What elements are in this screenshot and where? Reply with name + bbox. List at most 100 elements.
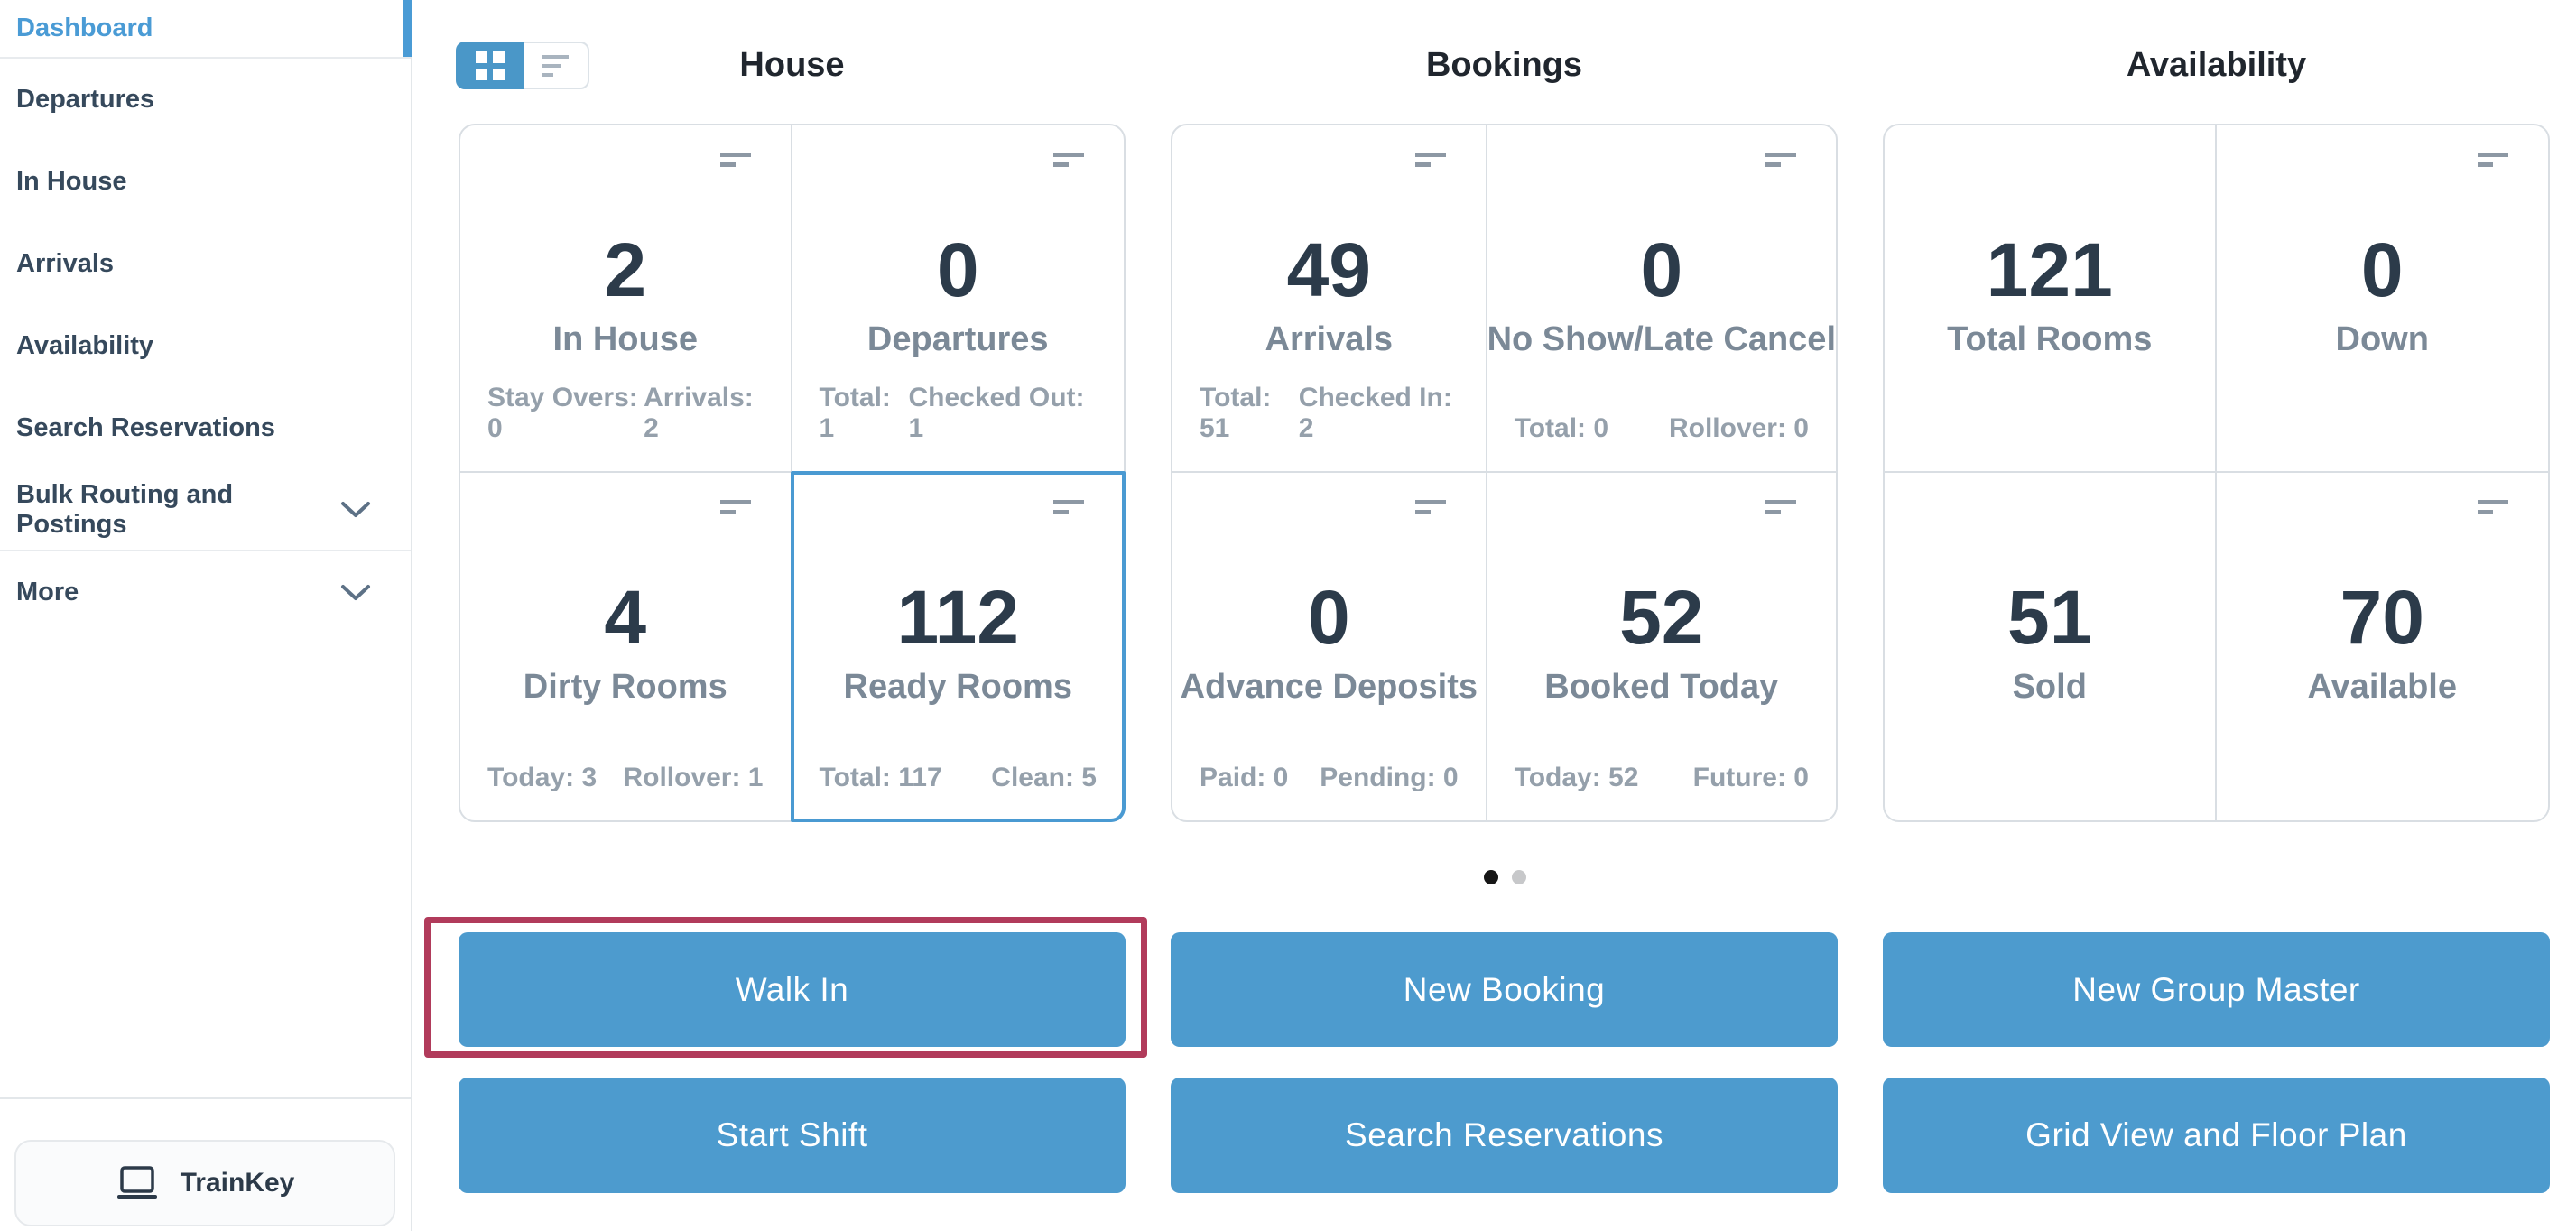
stat-value: 4 bbox=[604, 575, 647, 660]
stat-label: Arrivals bbox=[1265, 320, 1394, 358]
stat-card-footer: Total: 51 Checked In: 2 bbox=[1172, 383, 1486, 471]
footer-stat-left: Today: 52 bbox=[1514, 763, 1639, 792]
carousel-dots bbox=[459, 822, 2551, 932]
card-menu-icon[interactable] bbox=[1414, 153, 1446, 167]
sidebar-item-label: Search Reservations bbox=[16, 413, 275, 442]
sidebar-item-availability[interactable]: Availability bbox=[0, 305, 411, 387]
stat-card-booked-today[interactable]: 52 Booked Today Today: 52 Future: 0 bbox=[1487, 473, 1836, 820]
footer-stat-right: Checked Out: 1 bbox=[908, 383, 1085, 443]
sidebar-item-label: In House bbox=[16, 167, 127, 196]
start-shift-button-wrap: Start Shift bbox=[459, 1078, 1126, 1193]
chevron-down-icon bbox=[340, 500, 371, 520]
stat-card-no-show-late-cancel[interactable]: 0 No Show/Late Cancel Total: 0 Rollover: 0 bbox=[1487, 125, 1836, 473]
card-groups-row: 2 In House Stay Overs: 0 Arrivals: 2 0 Depart… bbox=[459, 124, 2551, 822]
stat-label: Down bbox=[2335, 320, 2429, 358]
card-menu-icon[interactable] bbox=[1053, 153, 1084, 167]
stat-label: Available bbox=[2307, 668, 2457, 706]
stat-card-in-house[interactable]: 2 In House Stay Overs: 0 Arrivals: 2 bbox=[460, 125, 792, 473]
card-menu-icon[interactable] bbox=[1765, 500, 1796, 514]
footer-stat-left: Total: 51 bbox=[1200, 383, 1272, 443]
footer-stat-right: Pending: 0 bbox=[1320, 763, 1459, 792]
sidebar-item-label: Arrivals bbox=[16, 249, 115, 278]
stat-card-footer: Total: 117 Clean: 5 bbox=[792, 763, 1125, 820]
stat-card-available[interactable]: 70 Available bbox=[2217, 473, 2549, 820]
footer-stat-left: Total: 0 bbox=[1514, 413, 1609, 443]
walk-in-button[interactable]: Walk In bbox=[459, 932, 1126, 1047]
stat-card-total-rooms[interactable]: 121 Total Rooms bbox=[1885, 125, 2217, 473]
carousel-dot-2[interactable] bbox=[1511, 870, 1526, 884]
stat-card-ready-rooms[interactable]: 112 Ready Rooms Total: 117 Clean: 5 bbox=[790, 471, 1126, 822]
stat-value: 0 bbox=[1307, 575, 1350, 660]
start-shift-button[interactable]: Start Shift bbox=[459, 1078, 1126, 1193]
sidebar: Dashboard Departures In House Arrivals Avail… bbox=[0, 0, 412, 1231]
chevron-down-icon bbox=[340, 583, 371, 603]
carousel-dot-1[interactable] bbox=[1483, 870, 1498, 884]
sidebar-item-bulk-routing-and-postings[interactable]: Bulk Routing and Postings bbox=[0, 469, 411, 551]
sidebar-item-label: Availability bbox=[16, 331, 154, 360]
footer-stat-right: Future: 0 bbox=[1692, 763, 1809, 792]
sidebar-item-label: Dashboard bbox=[16, 14, 153, 42]
new-booking-button-wrap: New Booking bbox=[1171, 932, 1838, 1047]
sidebar-item-search-reservations[interactable]: Search Reservations bbox=[0, 387, 411, 469]
stat-card-advance-deposits[interactable]: 0 Advance Deposits Paid: 0 Pending: 0 bbox=[1172, 473, 1487, 820]
stat-card-footer: Paid: 0 Pending: 0 bbox=[1172, 763, 1486, 820]
stat-card-sold[interactable]: 51 Sold bbox=[1885, 473, 2217, 820]
grid-view-and-floor-plan-button-wrap: Grid View and Floor Plan bbox=[1883, 1078, 2550, 1193]
sidebar-nav: Dashboard Departures In House Arrivals Avail… bbox=[0, 0, 412, 634]
new-group-master-button[interactable]: New Group Master bbox=[1883, 932, 2550, 1047]
stat-card-footer: Total: 0 Rollover: 0 bbox=[1487, 413, 1836, 471]
sidebar-item-more[interactable]: More bbox=[0, 551, 411, 634]
search-reservations-button-wrap: Search Reservations bbox=[1171, 1078, 1838, 1193]
sidebar-item-label: Bulk Routing and Postings bbox=[16, 479, 234, 539]
stat-label: Departures bbox=[866, 320, 1049, 358]
footer-stat-left: Stay Overs: 0 bbox=[487, 383, 638, 443]
new-group-master-button-wrap: New Group Master bbox=[1883, 932, 2550, 1047]
card-menu-icon[interactable] bbox=[2478, 153, 2508, 167]
sidebar-item-departures[interactable]: Departures bbox=[0, 59, 411, 141]
sidebar-item-label: More bbox=[16, 578, 79, 606]
footer-stat-right: Rollover: 1 bbox=[623, 763, 764, 792]
footer-stat-left: Total: 117 bbox=[819, 763, 942, 792]
sidebar-divider bbox=[0, 1097, 411, 1099]
stat-value: 0 bbox=[2360, 227, 2404, 312]
footer-stat-right: Clean: 5 bbox=[991, 763, 1097, 792]
footer-stat-right: Checked In: 2 bbox=[1298, 383, 1452, 443]
main-content: House Bookings Availability 2 In House Stay … bbox=[424, 0, 2551, 1193]
card-group-bookings: 49 Arrivals Total: 51 Checked In: 2 0 No Show… bbox=[1171, 124, 1838, 822]
action-button-row-1: Walk In New Booking New Group Master bbox=[424, 917, 2551, 1058]
view-toggle bbox=[456, 42, 589, 89]
stat-value: 2 bbox=[604, 227, 647, 312]
stat-card-footer: Today: 52 Future: 0 bbox=[1487, 763, 1836, 820]
stat-value: 70 bbox=[2340, 575, 2424, 660]
card-menu-icon[interactable] bbox=[2478, 500, 2508, 514]
stat-card-down[interactable]: 0 Down bbox=[2216, 125, 2548, 473]
card-menu-icon[interactable] bbox=[1053, 500, 1084, 514]
laptop-icon bbox=[116, 1165, 159, 1201]
card-menu-icon[interactable] bbox=[719, 500, 751, 514]
grid-view-and-floor-plan-button[interactable]: Grid View and Floor Plan bbox=[1883, 1078, 2550, 1193]
section-title-availability: Availability bbox=[2126, 46, 2307, 84]
sidebar-item-in-house[interactable]: In House bbox=[0, 141, 411, 223]
stat-card-footer: Today: 3 Rollover: 1 bbox=[460, 763, 791, 820]
card-menu-icon[interactable] bbox=[1414, 500, 1446, 514]
sidebar-item-arrivals[interactable]: Arrivals bbox=[0, 223, 411, 305]
stat-card-departures[interactable]: 0 Departures Total: 1 Checked Out: 1 bbox=[792, 125, 1124, 473]
card-menu-icon[interactable] bbox=[1765, 153, 1796, 167]
card-group-house: 2 In House Stay Overs: 0 Arrivals: 2 0 Depart… bbox=[459, 124, 1126, 822]
stat-card-arrivals[interactable]: 49 Arrivals Total: 51 Checked In: 2 bbox=[1172, 125, 1487, 473]
search-reservations-button[interactable]: Search Reservations bbox=[1171, 1078, 1838, 1193]
footer-stat-left: Today: 3 bbox=[487, 763, 598, 792]
card-group-availability: 121 Total Rooms 0 Down 51 Sold 70 Available bbox=[1883, 124, 2550, 822]
card-menu-icon[interactable] bbox=[719, 153, 751, 167]
sidebar-item-dashboard[interactable]: Dashboard bbox=[0, 0, 412, 59]
new-booking-button[interactable]: New Booking bbox=[1171, 932, 1838, 1047]
stat-label: Sold bbox=[2012, 668, 2087, 706]
stat-label: Ready Rooms bbox=[843, 668, 1072, 706]
stat-value: 121 bbox=[1986, 227, 2113, 312]
stat-card-dirty-rooms[interactable]: 4 Dirty Rooms Today: 3 Rollover: 1 bbox=[460, 473, 792, 820]
trainkey-button[interactable]: TrainKey bbox=[14, 1140, 395, 1226]
list-view-button[interactable] bbox=[523, 43, 588, 88]
trainkey-label: TrainKey bbox=[180, 1168, 295, 1198]
grid-view-button[interactable] bbox=[456, 42, 524, 89]
stat-value: 112 bbox=[896, 575, 1019, 660]
